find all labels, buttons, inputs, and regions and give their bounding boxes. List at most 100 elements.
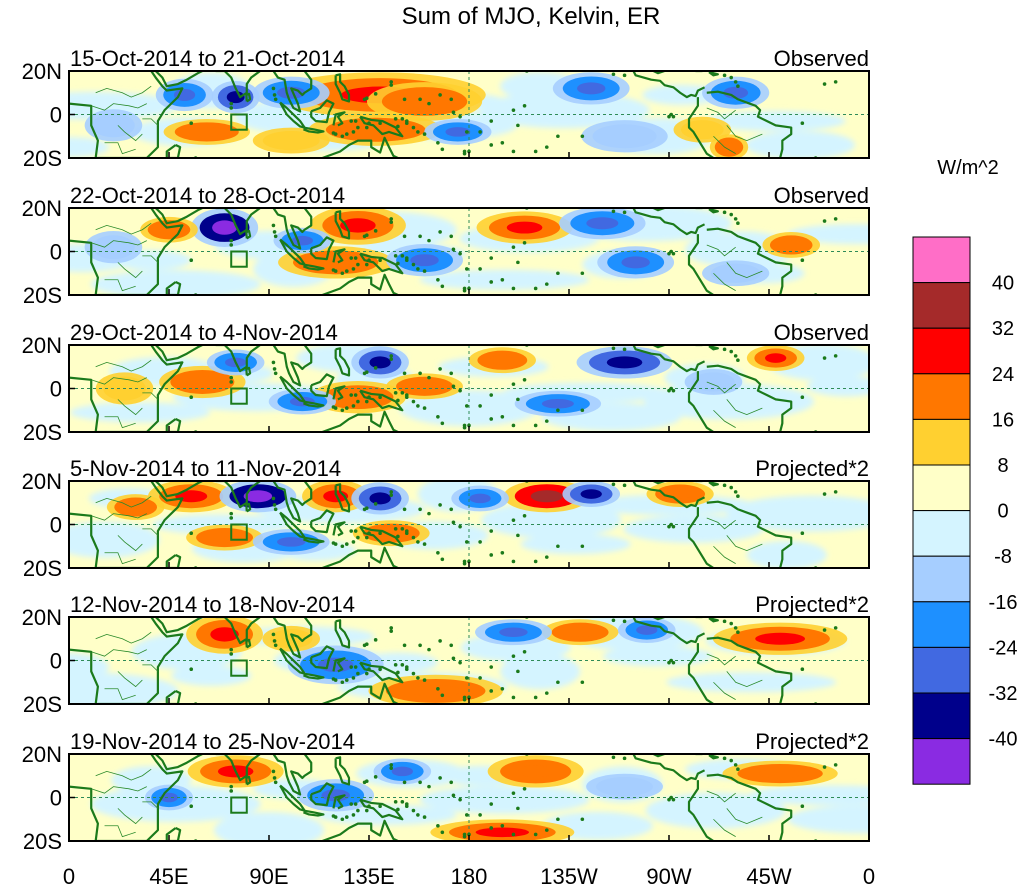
island [411,671,416,676]
island [489,280,494,284]
colorbar-label: -24 [989,637,1018,659]
anomaly-blob [92,235,135,260]
island [462,425,467,430]
coastline [632,208,706,236]
island [556,408,560,413]
colorbar-swatch [912,373,971,420]
island [331,677,336,681]
island [533,149,538,154]
coastline [165,143,182,158]
island [438,367,442,371]
country-border [104,825,136,838]
anomaly-core [212,220,237,235]
field-patch [705,111,846,132]
coastline [687,97,715,158]
island [833,354,838,358]
anomaly-core [125,502,147,512]
island [364,671,369,676]
island [522,650,527,654]
colorbar-label: 8 [997,455,1008,477]
island [353,119,358,123]
island [189,121,194,125]
island [364,96,369,100]
lon-label: 180 [451,864,488,889]
island [458,114,462,119]
island [489,529,494,533]
island [364,535,369,540]
island [416,813,420,817]
island [462,151,467,156]
island [464,267,469,271]
island [367,667,371,671]
panel-date-range: 15-Oct-2014 to 21-Oct-2014 [70,46,345,71]
anomaly-core [580,489,602,499]
coastline [632,345,706,373]
map-panel: 20N 0 20S 22-Oct-2014 to 28-Oct-2014 Observe… [22,183,870,308]
island [378,531,382,535]
island [671,251,676,256]
island [272,367,277,371]
anomaly-core [765,353,787,363]
coastline [154,754,203,771]
island [353,665,358,669]
country-border [706,381,736,394]
island [622,210,627,215]
lon-label: 90E [249,864,288,889]
island [389,220,394,224]
anomaly-core [173,88,196,101]
island [556,544,560,549]
lat-label: 0 [50,649,62,674]
island [511,695,516,700]
map-panel: 20N 0 20S 29-Oct-2014 to 4-Nov-2014 Observed [22,320,870,445]
anomaly-contours [186,617,848,704]
island [349,665,354,669]
coastline [215,208,261,236]
anomaly-core [391,766,414,777]
island [373,366,378,370]
island [271,223,276,228]
island [229,106,234,110]
anomaly-core [723,86,749,99]
island [458,660,462,665]
island [511,832,516,837]
island [373,229,378,233]
island [822,219,827,223]
lon-label: 45W [746,864,791,889]
island [351,676,356,680]
island [353,529,358,533]
island [402,97,407,102]
island [331,268,336,272]
island [331,541,336,545]
coastline [334,483,351,513]
island [458,388,462,393]
island [229,511,234,516]
island [411,125,416,130]
island [458,797,462,802]
country-border [713,818,736,837]
anomaly-core [636,625,658,635]
lat-label: 20S [23,420,62,445]
coastline [165,280,182,295]
country-border [95,495,152,508]
island [544,828,549,832]
island [416,676,420,680]
island [273,97,278,102]
island [533,832,538,837]
coastline [310,645,335,670]
field-patch [623,514,764,543]
coastline [332,111,346,127]
coastline [334,756,351,786]
coastline [165,689,182,704]
field-patch [500,653,581,690]
island [411,808,416,813]
island [478,813,482,817]
island [822,356,827,360]
coastline [708,71,719,77]
island [671,660,676,665]
coastline [154,208,203,225]
anomaly-core [186,375,219,388]
island [367,258,371,263]
island [436,140,440,145]
island [344,132,349,136]
country-border [713,409,736,428]
